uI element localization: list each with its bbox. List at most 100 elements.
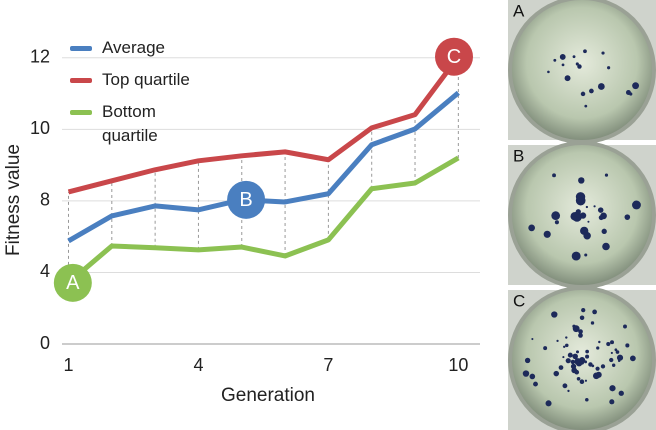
legend-label: Top quartile	[102, 70, 190, 89]
colony	[584, 379, 588, 382]
colony	[580, 226, 589, 236]
colony	[575, 350, 579, 354]
y-tick-label: 8	[40, 190, 50, 210]
colony	[609, 357, 614, 363]
colony	[610, 351, 613, 355]
colony	[623, 324, 627, 329]
y-tick-label: 10	[30, 118, 50, 138]
colony	[578, 333, 583, 338]
colony	[600, 364, 606, 369]
legend-swatch	[70, 78, 92, 83]
colony	[565, 358, 571, 364]
x-tick-label: 1	[63, 355, 73, 375]
colony	[564, 75, 571, 82]
series-line	[67, 55, 461, 195]
legend-label: Average	[102, 38, 166, 57]
colony	[576, 376, 581, 381]
colony	[578, 357, 586, 364]
colony	[587, 220, 590, 223]
series-line	[66, 155, 460, 285]
colony	[556, 339, 559, 342]
colony	[632, 200, 641, 210]
colony	[629, 355, 636, 362]
colony	[618, 390, 624, 396]
colony	[610, 340, 615, 345]
colony	[609, 399, 615, 405]
y-axis-label: Fitness value	[3, 144, 24, 256]
colony	[592, 372, 600, 380]
legend: Average Top quartile Bottom quartile	[70, 38, 197, 158]
colony	[591, 364, 595, 368]
colony	[575, 192, 586, 202]
annotation-text: B	[239, 189, 252, 211]
panel-label: C	[513, 291, 525, 310]
colony	[604, 173, 609, 177]
colony	[617, 359, 621, 363]
colony	[589, 88, 594, 94]
colony	[579, 212, 587, 219]
colony	[572, 353, 578, 360]
colony	[547, 70, 550, 74]
colony	[571, 251, 581, 261]
colony	[578, 329, 583, 334]
colony	[529, 373, 536, 380]
colony	[595, 366, 600, 371]
colony	[584, 104, 588, 108]
colony	[625, 343, 630, 348]
colony	[596, 346, 600, 350]
legend-entry: Bottom quartile	[70, 102, 197, 148]
y-tick-label: 0	[40, 333, 50, 353]
y-tick-label: 4	[40, 261, 50, 281]
colony	[531, 337, 534, 341]
x-tick-label: 4	[193, 355, 203, 375]
colony	[565, 336, 568, 339]
dish	[508, 0, 656, 144]
photo-panels: A B C	[508, 0, 656, 430]
colony	[524, 357, 531, 364]
annotation-marker	[435, 37, 474, 76]
colony	[600, 212, 607, 220]
colony	[543, 230, 551, 238]
colony	[579, 379, 585, 384]
colony	[609, 385, 616, 392]
colony	[585, 354, 590, 359]
colony	[593, 205, 596, 208]
colony	[522, 370, 530, 377]
colony	[583, 49, 587, 54]
legend-swatch	[70, 46, 92, 51]
legend-label: Bottom quartile	[102, 102, 158, 145]
colony	[545, 400, 552, 407]
colony	[601, 228, 607, 234]
colony	[606, 342, 611, 347]
colony	[559, 54, 566, 60]
colony	[577, 64, 582, 69]
colony	[584, 253, 588, 257]
colony	[575, 62, 579, 66]
colony	[565, 343, 569, 348]
colony	[528, 224, 535, 232]
colony	[567, 352, 573, 358]
colony	[579, 315, 585, 321]
colony	[632, 82, 640, 90]
annotation-text: A	[66, 272, 80, 294]
colony	[580, 91, 586, 97]
colony	[620, 356, 623, 360]
colony	[551, 311, 558, 318]
colony	[578, 177, 585, 184]
colony	[553, 58, 557, 62]
colony	[585, 349, 590, 354]
colony	[533, 381, 538, 387]
colony	[575, 209, 581, 215]
panel-label: B	[513, 146, 524, 165]
colony	[624, 214, 631, 220]
legend-entry: Top quartile	[70, 70, 197, 92]
colony	[602, 242, 610, 251]
x-tick-label: 7	[323, 355, 333, 375]
colony	[562, 356, 565, 359]
colony	[607, 66, 611, 70]
colony	[614, 348, 618, 352]
colony	[552, 173, 556, 178]
x-axis-label: Generation	[221, 385, 315, 406]
